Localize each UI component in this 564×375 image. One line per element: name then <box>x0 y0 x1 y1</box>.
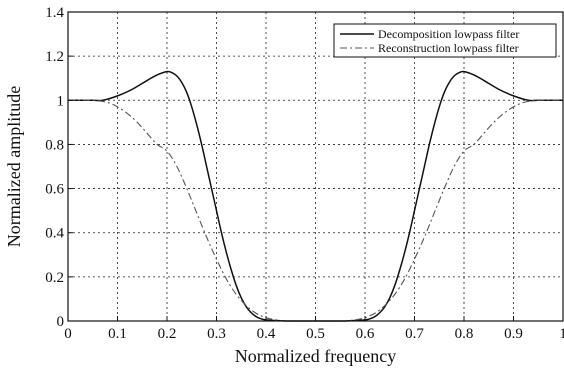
x-tick-label: 0 <box>64 326 72 342</box>
x-tick-label: 0.2 <box>158 326 177 342</box>
x-tick-label: 0.4 <box>257 326 276 342</box>
y-tick-label: 0 <box>57 314 65 330</box>
y-tick-label: 1.2 <box>45 49 64 65</box>
x-tick-label: 0.8 <box>455 326 474 342</box>
y-tick-label: 1.4 <box>45 5 64 21</box>
legend-entry-label: Decomposition lowpass filter <box>378 27 519 41</box>
x-tick-label: 0.3 <box>207 326 226 342</box>
y-tick-label: 1 <box>57 93 65 109</box>
x-tick-label: 0.6 <box>356 326 375 342</box>
y-tick-label: 0.2 <box>45 270 64 286</box>
x-tick-label: 0.7 <box>405 326 424 342</box>
legend-entry-label: Reconstruction lowpass filter <box>378 41 519 55</box>
tick-labels: 0 0.1 0.2 0.3 0.4 0.5 0.6 0.7 0.8 0.9 1 0 0.2 0.4 0.6 0… <box>45 5 564 342</box>
grid <box>68 12 563 321</box>
y-tick-label: 0.4 <box>45 226 64 242</box>
x-tick-label: 1 <box>559 326 564 342</box>
x-tick-label: 0.5 <box>306 326 325 342</box>
y-tick-label: 0.6 <box>45 182 64 198</box>
y-axis-label: Normalized amplitude <box>4 86 24 247</box>
x-axis-label: Normalized frequency <box>235 346 396 366</box>
legend: Decomposition lowpass filterReconstructi… <box>333 23 557 58</box>
x-tick-label: 0.1 <box>108 326 127 342</box>
x-tick-label: 0.9 <box>504 326 523 342</box>
legend-box <box>333 23 557 58</box>
ticks <box>67 11 564 322</box>
y-tick-label: 0.8 <box>45 137 64 153</box>
